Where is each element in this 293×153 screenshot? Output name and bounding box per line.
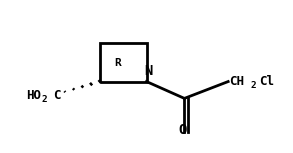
- Text: N: N: [144, 64, 152, 78]
- Text: O: O: [179, 123, 187, 137]
- Text: R: R: [114, 58, 121, 68]
- Text: HO: HO: [27, 89, 42, 102]
- Text: 2: 2: [251, 81, 256, 90]
- Text: 2: 2: [42, 95, 47, 104]
- Text: Cl: Cl: [259, 75, 274, 88]
- Text: C: C: [53, 89, 61, 102]
- Text: CH: CH: [230, 75, 245, 88]
